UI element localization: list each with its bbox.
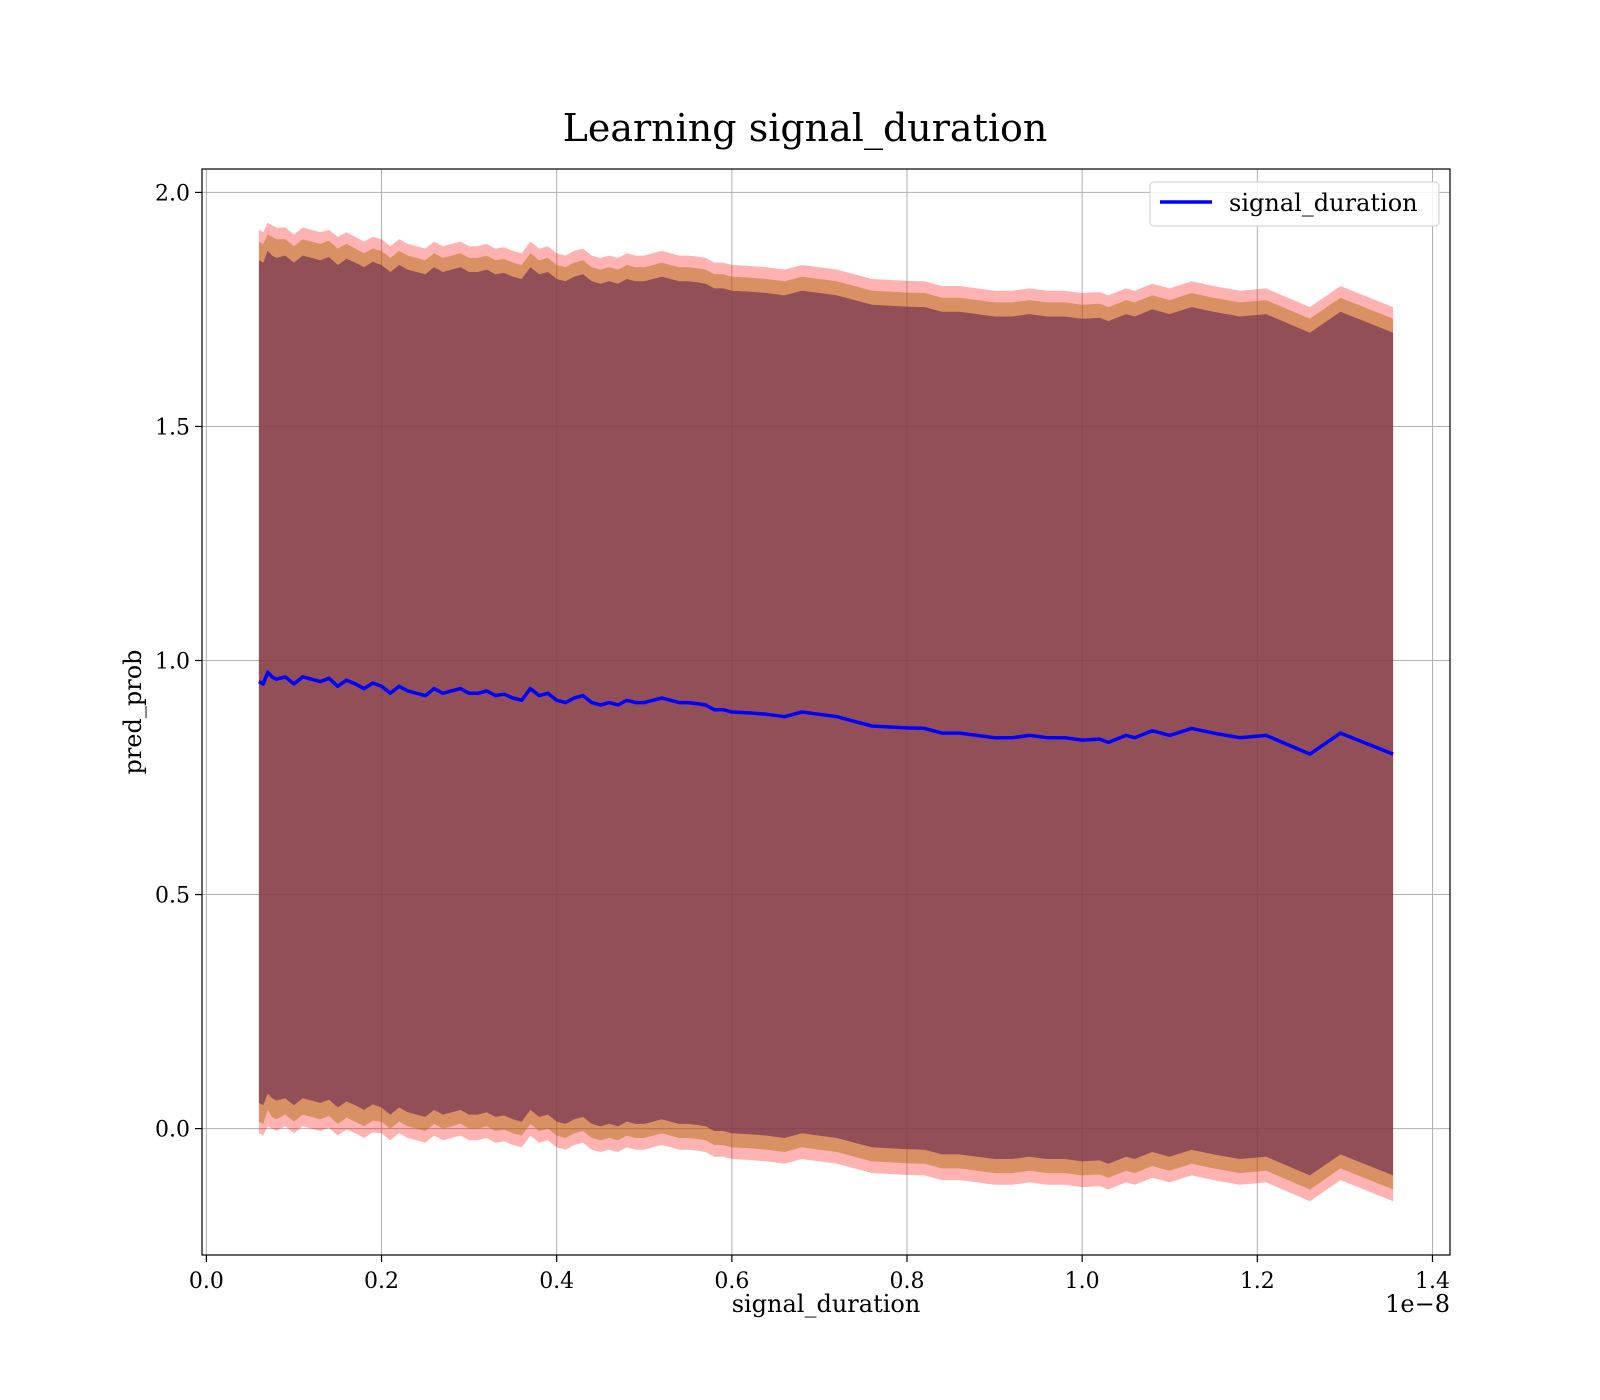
x-tick-label: 0.4 [539,1269,574,1294]
x-tick-label: 0.2 [364,1269,399,1294]
legend-label-signal-duration: signal_duration [1229,189,1418,217]
x-tick-label: 0.0 [189,1269,224,1294]
y-tick-label: 1.0 [155,650,190,675]
x-tick-label: 1.4 [1415,1269,1450,1294]
x-tick-label: 1.2 [1240,1269,1275,1294]
y-tick-label: 2.0 [155,181,190,206]
legend: signal_duration [1149,181,1440,227]
y-tick-label: 0.0 [155,1118,190,1143]
legend-box [1149,181,1440,227]
y-tick-label: 0.5 [155,884,190,909]
band-2 [258,250,1394,1176]
y-tick-label: 1.5 [155,415,190,440]
y-axis-label: pred_prob [119,649,147,774]
series-line-0 [258,670,1394,756]
uncertainty-bands [258,222,1394,1202]
plot-frame [201,168,1451,1256]
x-tick-label: 1.0 [1065,1269,1100,1294]
x-axis-label: signal_duration [732,1290,921,1318]
y-axis-ticks: 0.0 0.5 1.0 1.5 2.0 [155,181,202,1143]
x-axis-offset-label: 1e−8 [1385,1290,1450,1318]
x-axis-ticks: 0.0 0.2 0.4 0.6 0.8 1.0 1.2 1.4 [189,1255,1450,1294]
series-lines [258,670,1394,756]
x-tick-label: 0.8 [890,1269,925,1294]
x-tick-label: 0.6 [714,1269,749,1294]
chart-title: Learning signal_duration [563,106,1048,151]
